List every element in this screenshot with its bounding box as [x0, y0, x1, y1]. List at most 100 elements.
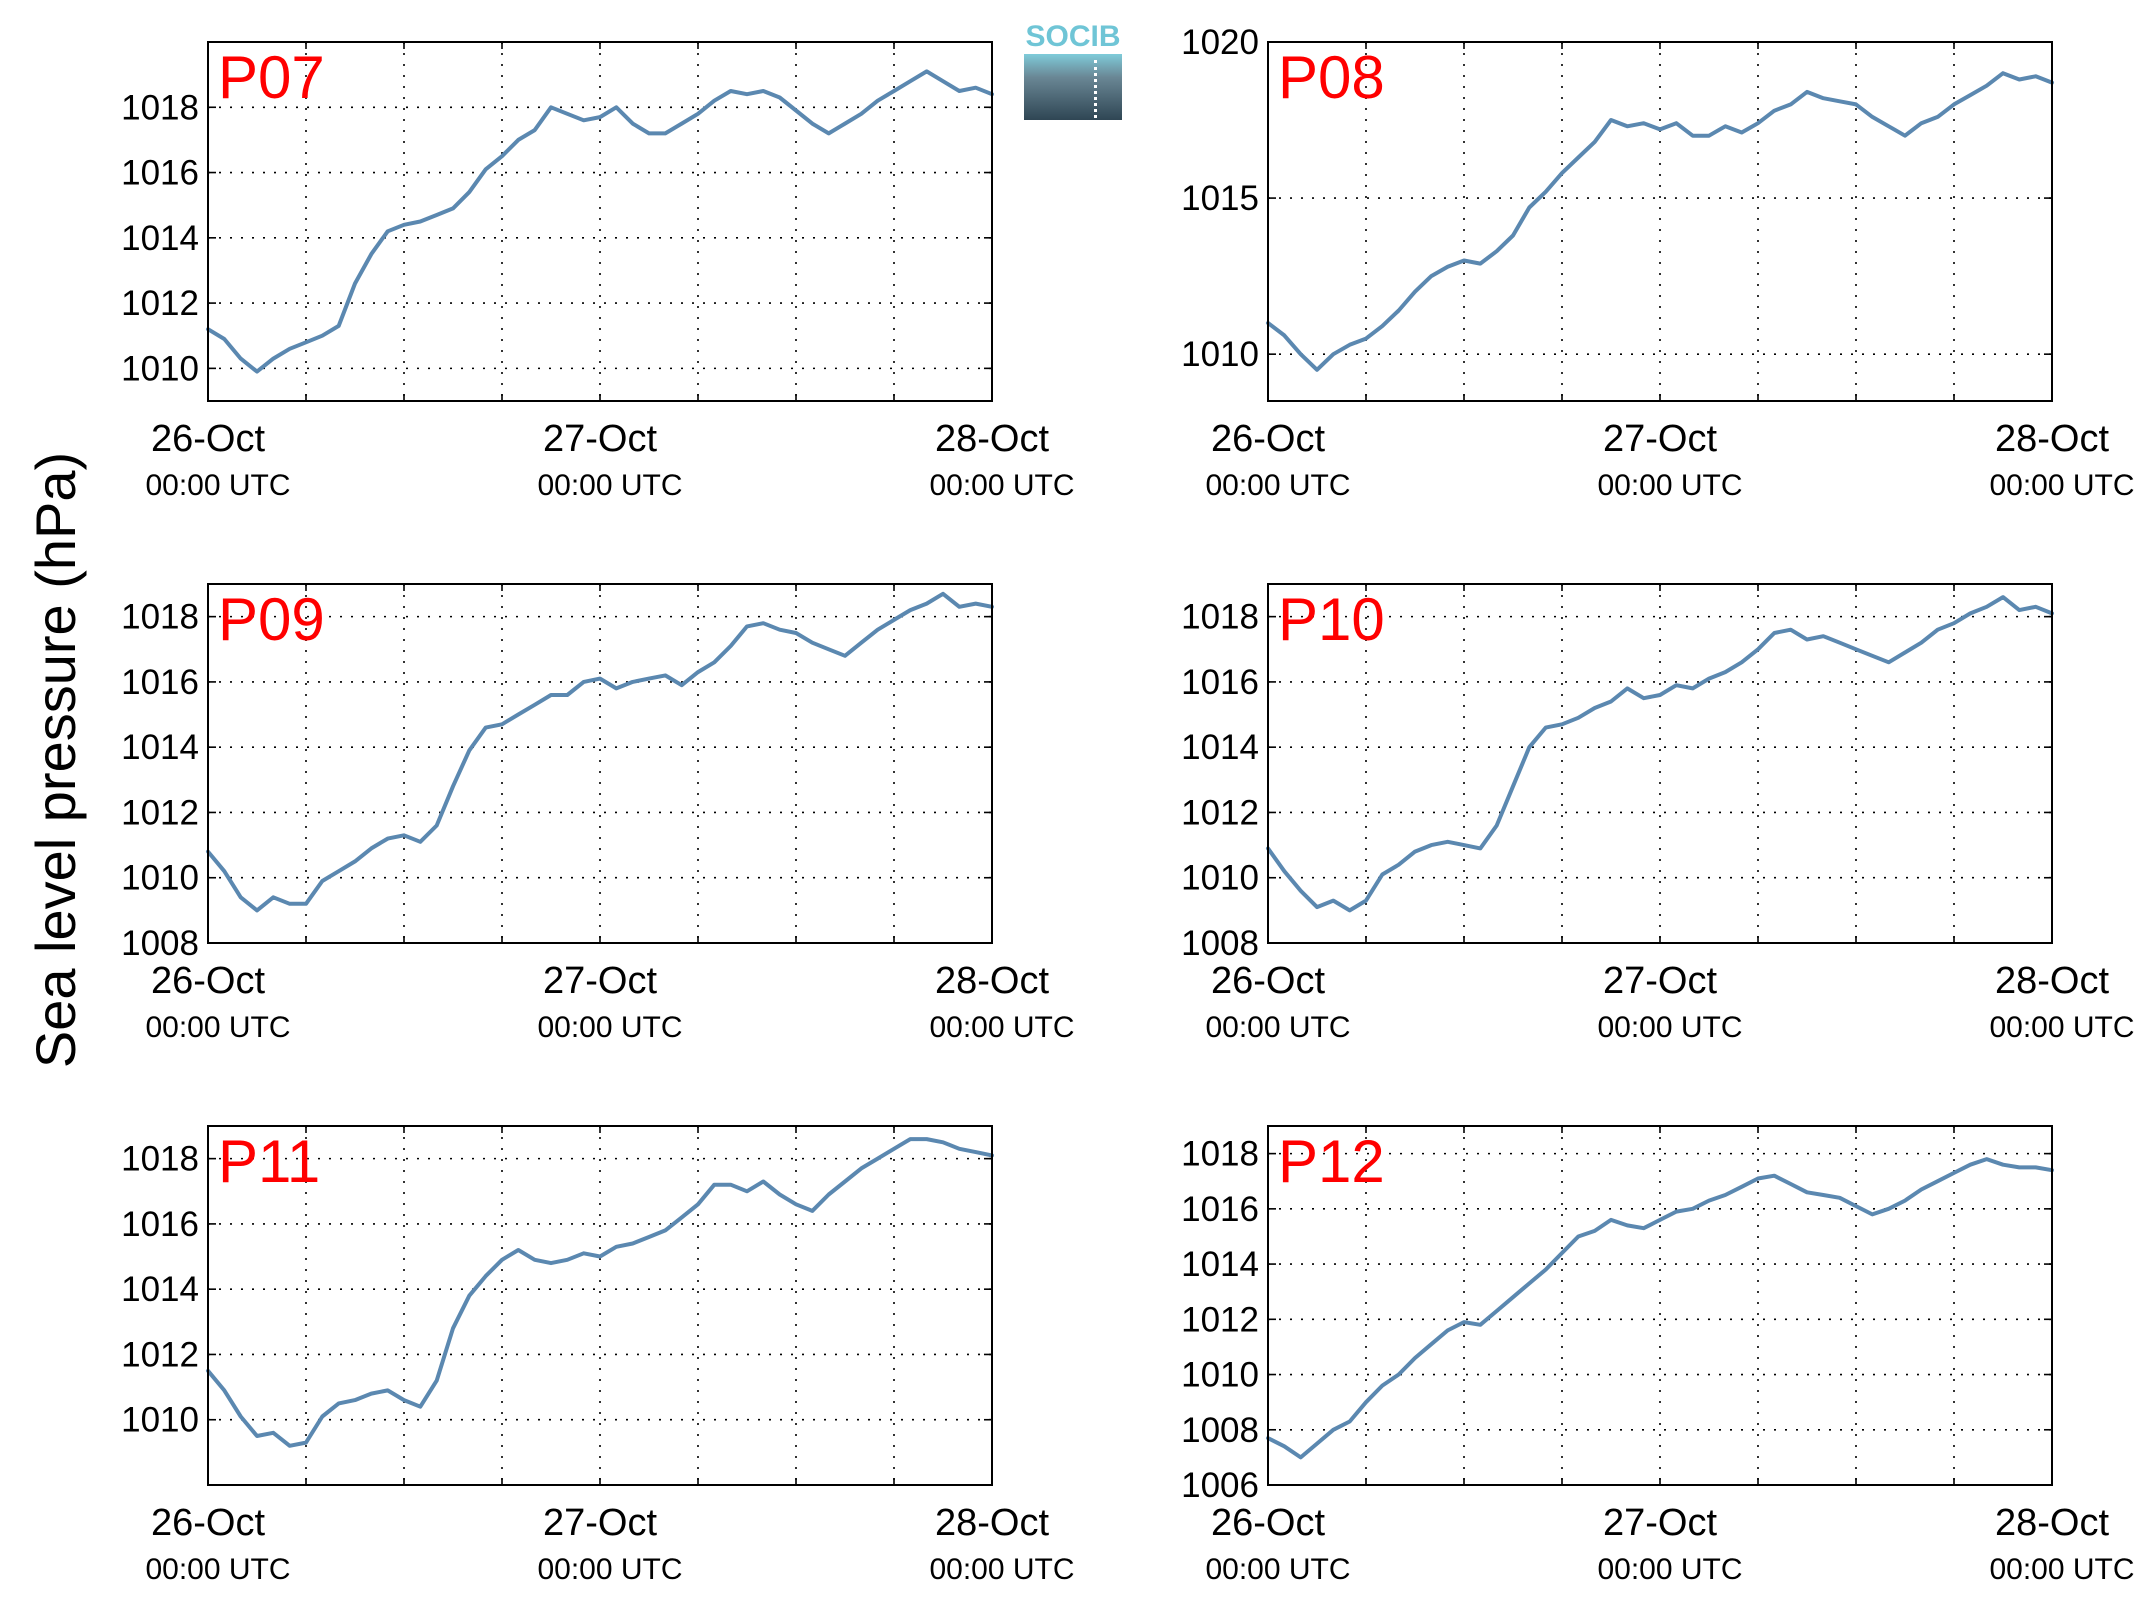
y-tick-label: 1012 [121, 1335, 199, 1374]
panels-container: 1010 1012 1014 1016 1018 26-Oct 00:00 UTC 27-Oc… [121, 23, 2134, 1586]
plot-frame [1267, 1125, 2053, 1486]
y-tick-label: 1008 [121, 924, 199, 963]
series-line [1266, 71, 2054, 372]
x-tick-label-date: 28-Oct [935, 960, 1049, 1002]
plot-frame [1267, 583, 2053, 944]
series-line [1266, 1157, 2054, 1460]
x-tick-label-date: 26-Oct [151, 960, 265, 1002]
series-line [206, 69, 994, 374]
y-tick-label: 1012 [1181, 793, 1259, 832]
y-tick-label: 1012 [121, 284, 199, 323]
y-tick-label: 1014 [121, 1270, 199, 1309]
y-tick-label: 1016 [121, 154, 199, 193]
y-tick-label: 1012 [1181, 1300, 1259, 1339]
grid-lines [1268, 584, 2052, 943]
x-tick-label-time: 00:00 UTC [1597, 1553, 1742, 1586]
y-tick-label: 1012 [121, 793, 199, 832]
grid-lines [1268, 1126, 2052, 1485]
logo-graphic [1024, 54, 1122, 120]
x-tick-label-time: 00:00 UTC [145, 469, 290, 502]
x-tick-label-time: 00:00 UTC [929, 1011, 1074, 1044]
y-tick-label: 1010 [1181, 335, 1259, 374]
x-tick-label-time: 00:00 UTC [1597, 469, 1742, 502]
x-tick-label-time: 00:00 UTC [1205, 469, 1350, 502]
y-tick-label: 1014 [121, 728, 199, 767]
plot-frame [207, 41, 993, 402]
panel-label: P12 [1278, 1128, 1385, 1195]
y-tick-label: 1014 [121, 219, 199, 258]
x-tick-label-time: 00:00 UTC [1989, 1011, 2134, 1044]
y-tick-label: 1010 [1181, 859, 1259, 898]
x-tick-label-date: 28-Oct [1995, 418, 2109, 460]
x-tick-label-date: 28-Oct [1995, 1502, 2109, 1544]
x-tick-label-time: 00:00 UTC [1205, 1553, 1350, 1586]
x-tick-label-time: 00:00 UTC [145, 1011, 290, 1044]
plot-frame [1267, 41, 2053, 402]
x-tick-label-date: 28-Oct [935, 1502, 1049, 1544]
y-tick-label: 1016 [121, 1205, 199, 1244]
panel-label: P10 [1278, 586, 1385, 653]
plot-frame [207, 583, 993, 944]
y-tick-label: 1016 [121, 663, 199, 702]
y-tick-label: 1018 [121, 1140, 199, 1179]
x-tick-label-time: 00:00 UTC [1989, 1553, 2134, 1586]
panel-label: P09 [218, 586, 325, 653]
panel-label: P08 [1278, 44, 1385, 111]
x-tick-label-time: 00:00 UTC [537, 469, 682, 502]
y-tick-label: 1016 [1181, 663, 1259, 702]
y-tick-label: 1018 [121, 88, 199, 127]
chart-panel-P12: 1006 1008 1010 1012 1014 1016 1018 26-Oct 00:00 … [1181, 1125, 2135, 1586]
y-tick-label: 1018 [1181, 598, 1259, 637]
y-tick-label: 1018 [121, 598, 199, 637]
series-line [206, 1137, 994, 1448]
x-tick-label-date: 28-Oct [1995, 960, 2109, 1002]
grid-lines [1268, 42, 2052, 401]
x-tick-label-date: 27-Oct [1603, 418, 1717, 460]
x-tick-label-date: 26-Oct [1211, 418, 1325, 460]
x-tick-label-date: 28-Oct [935, 418, 1049, 460]
x-tick-label-time: 00:00 UTC [929, 1553, 1074, 1586]
panel-label: P07 [218, 44, 325, 111]
x-tick-label-date: 27-Oct [1603, 960, 1717, 1002]
panel-label: P11 [218, 1128, 320, 1195]
chart-panel-P10: 1008 1010 1012 1014 1016 1018 26-Oct 00:00 UTC 2… [1181, 583, 2135, 1044]
plot-frame [207, 1125, 993, 1486]
socib-logo: SOCIB [1022, 20, 1124, 121]
y-tick-label: 1008 [1181, 1411, 1259, 1450]
x-tick-label-time: 00:00 UTC [929, 469, 1074, 502]
x-tick-label-time: 00:00 UTC [1597, 1011, 1742, 1044]
y-axis-label: Sea level pressure (hPa) [24, 452, 87, 1068]
y-tick-label: 1018 [1181, 1135, 1259, 1174]
y-tick-label: 1014 [1181, 728, 1259, 767]
chart-panel-P09: 1008 1010 1012 1014 1016 1018 26-Oct 00:00 UTC 2… [121, 583, 1075, 1044]
x-tick-label-date: 26-Oct [151, 1502, 265, 1544]
y-tick-label: 1010 [121, 349, 199, 388]
y-tick-label: 1010 [1181, 1356, 1259, 1395]
series-line [1266, 595, 2054, 913]
x-tick-label-time: 00:00 UTC [145, 1553, 290, 1586]
logo-text: SOCIB [1025, 20, 1121, 53]
grid-lines [208, 584, 992, 943]
x-tick-label-date: 27-Oct [543, 960, 657, 1002]
x-tick-label-date: 26-Oct [151, 418, 265, 460]
x-tick-label-date: 26-Oct [1211, 960, 1325, 1002]
y-tick-label: 1010 [121, 859, 199, 898]
x-tick-label-time: 00:00 UTC [537, 1011, 682, 1044]
y-tick-label: 1010 [121, 1401, 199, 1440]
grid-lines [208, 1126, 992, 1485]
y-tick-label: 1016 [1181, 1190, 1259, 1229]
x-tick-label-time: 00:00 UTC [537, 1553, 682, 1586]
x-tick-label-date: 27-Oct [543, 418, 657, 460]
x-tick-label-date: 27-Oct [543, 1502, 657, 1544]
y-tick-label: 1008 [1181, 924, 1259, 963]
y-tick-label: 1014 [1181, 1245, 1259, 1284]
y-tick-label: 1006 [1181, 1466, 1259, 1505]
chart-panel-P07: 1010 1012 1014 1016 1018 26-Oct 00:00 UTC 27-Oc… [121, 41, 1075, 502]
x-tick-label-time: 00:00 UTC [1205, 1011, 1350, 1044]
x-tick-label-time: 00:00 UTC [1989, 469, 2134, 502]
chart-panel-P11: 1010 1012 1014 1016 1018 26-Oct 00:00 UTC 27-Oc… [121, 1125, 1075, 1586]
x-tick-label-date: 26-Oct [1211, 1502, 1325, 1544]
logo-dotted-line [1094, 60, 1097, 118]
chart-panel-P08: 1010 1015 1020 26-Oct 00:00 UTC 27-Oct 00:00 U… [1181, 23, 2134, 502]
